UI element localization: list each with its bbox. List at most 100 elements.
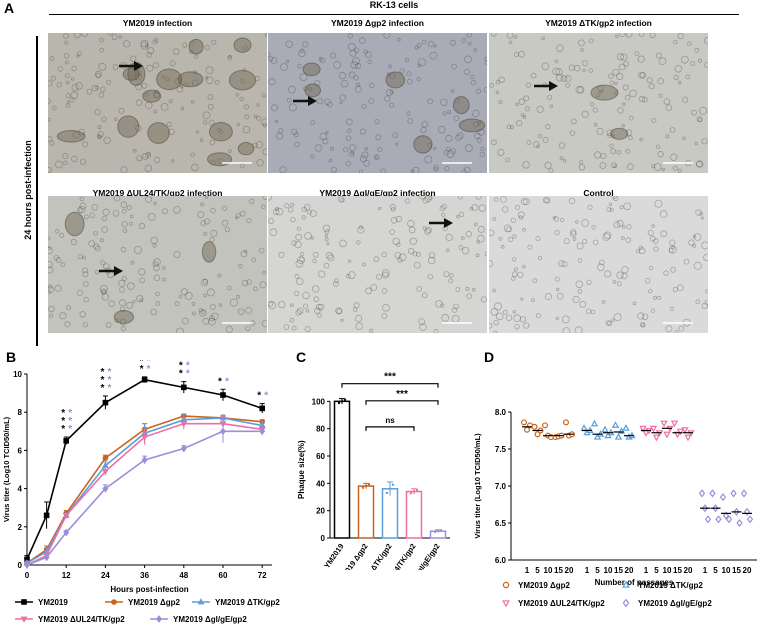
cell-texture: [317, 313, 322, 318]
cell-texture: [299, 73, 308, 82]
data-point: [502, 581, 510, 589]
cell-texture: [564, 75, 572, 83]
cell-texture: [657, 150, 664, 158]
cell-texture: [202, 111, 211, 120]
cell-texture: [418, 318, 426, 325]
cell-texture: [77, 51, 82, 57]
cell-texture: [463, 68, 470, 75]
cell-texture: [660, 230, 668, 238]
data-point: [111, 599, 117, 605]
cell-texture: [132, 300, 136, 304]
cell-texture: [565, 83, 570, 88]
cell-texture: [126, 205, 132, 211]
y-axis-label: Virus titer (Log10 TCID50/mL): [473, 433, 482, 539]
bar-point: [361, 486, 365, 489]
cell-texture: [207, 103, 214, 110]
cell-texture: [416, 77, 421, 82]
cell-texture: [268, 78, 276, 86]
cell-texture: [141, 153, 149, 160]
data-point: [43, 512, 50, 519]
cell-texture: [313, 296, 320, 303]
cell-texture: [546, 94, 553, 100]
cell-texture: [669, 306, 675, 311]
arrow-icon: [293, 96, 317, 106]
cell-texture: [427, 98, 434, 105]
micrograph-title: YM2019 ΔUL24/TK/gp2 infection: [92, 188, 223, 198]
data-point: [102, 399, 109, 406]
cell-texture: [197, 211, 205, 219]
cell-texture: [658, 93, 663, 99]
cell-texture: [694, 142, 698, 146]
cell-texture: [456, 132, 464, 140]
cell-texture: [625, 129, 633, 137]
cell-texture: [304, 232, 312, 240]
cell-texture: [275, 206, 280, 211]
cell-texture: [397, 257, 403, 263]
cell-texture: [489, 323, 493, 329]
cell-texture: [304, 204, 311, 211]
cell-texture: [206, 288, 215, 297]
y-axis-label: Phaque size(%): [297, 440, 306, 499]
cell-texture: [188, 49, 194, 55]
cell-texture: [100, 288, 107, 295]
cell-texture: [353, 47, 360, 54]
cell-texture: [622, 225, 626, 229]
plaque-blob: [610, 127, 629, 140]
panel-c-letter: C: [296, 349, 307, 365]
bar-point: [391, 483, 395, 486]
cell-texture: [82, 267, 88, 274]
cell-texture: [695, 209, 702, 216]
cell-texture: [240, 250, 248, 258]
cell-texture: [651, 164, 656, 169]
plaque-blob: [201, 241, 217, 263]
cell-texture: [153, 92, 160, 98]
cell-texture: [552, 215, 557, 220]
cell-texture: [112, 64, 119, 70]
cell-texture: [478, 204, 487, 212]
cell-texture: [407, 247, 415, 255]
cell-texture: [519, 316, 527, 323]
cell-texture: [120, 166, 128, 173]
cell-texture: [518, 98, 525, 105]
cell-texture: [427, 273, 433, 280]
cell-texture: [240, 79, 245, 84]
growth-significance: ****************************: [61, 360, 268, 435]
cell-texture: [461, 247, 470, 255]
cell-texture: [570, 228, 577, 236]
cell-texture: [618, 33, 626, 37]
cell-texture: [235, 92, 240, 97]
cell-texture: [581, 110, 589, 118]
cell-texture: [323, 262, 330, 269]
cell-texture: [562, 159, 567, 163]
cell-texture: [464, 144, 473, 153]
cell-texture: [153, 258, 161, 266]
micrograph-title: Control: [583, 188, 614, 198]
cell-texture: [659, 210, 668, 218]
cell-texture: [278, 251, 285, 258]
cell-texture: [314, 144, 323, 152]
x-axis-label: Number of passages: [595, 578, 674, 587]
cell-texture: [407, 219, 415, 228]
cell-texture: [49, 56, 55, 61]
cell-texture: [548, 168, 554, 173]
cell-texture: [102, 208, 110, 216]
side-bracket: [36, 36, 38, 346]
cell-texture: [490, 308, 499, 316]
cell-texture: [114, 117, 118, 121]
significance-bracket: [365, 400, 439, 405]
x-tick-label: 1: [703, 566, 708, 575]
cell-texture: [354, 85, 362, 93]
micrograph-image: [268, 196, 487, 333]
x-tick-label: 60: [219, 571, 228, 580]
cell-texture: [93, 231, 98, 236]
cell-texture: [274, 119, 279, 124]
y-tick-label: 6.5: [495, 519, 507, 528]
cell-texture: [138, 222, 146, 230]
cell-texture: [693, 234, 697, 239]
cell-texture: [52, 105, 57, 111]
cell-texture: [56, 82, 62, 88]
cell-texture: [648, 83, 655, 90]
cell-texture: [663, 270, 669, 276]
cell-texture: [449, 273, 454, 278]
significance-star: *: [179, 361, 183, 372]
